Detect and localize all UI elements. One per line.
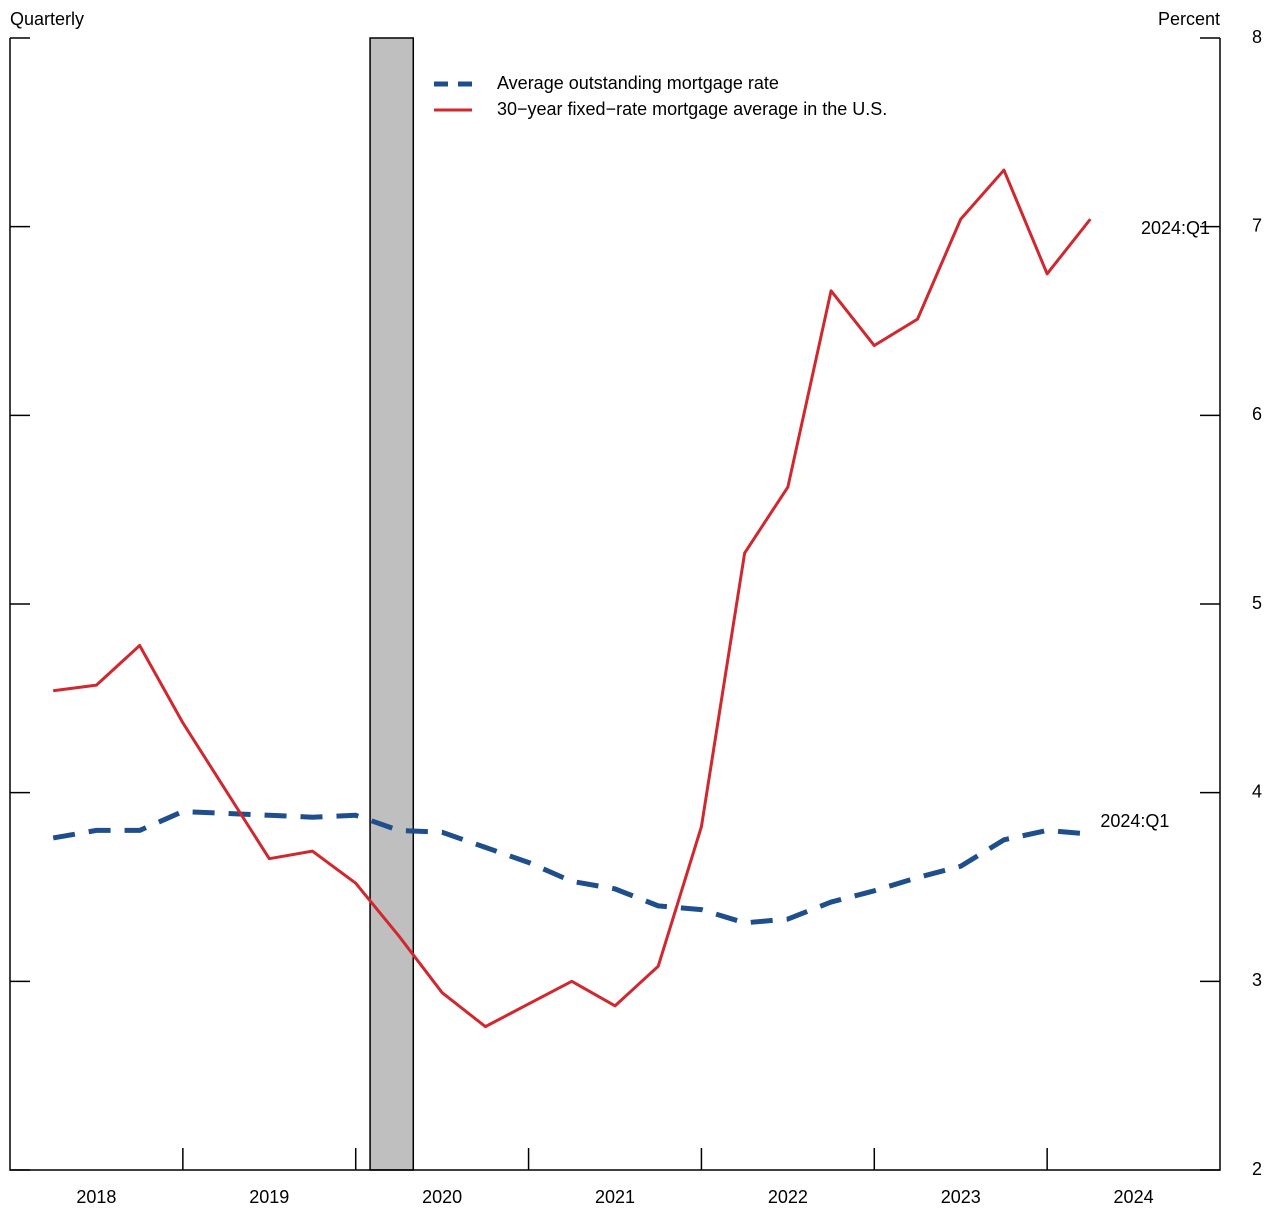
- y-tick-label: 5: [1252, 593, 1262, 613]
- x-tick-label: 2021: [595, 1187, 635, 1207]
- x-tick-label: 2023: [941, 1187, 981, 1207]
- y-tick-label: 4: [1252, 781, 1262, 801]
- end-label: 2024:Q1: [1141, 218, 1210, 238]
- legend-label: 30−year fixed−rate mortgage average in t…: [497, 99, 887, 119]
- series-line: [53, 168, 1092, 1029]
- x-tick-label: 2024: [1114, 1187, 1154, 1207]
- y-tick-label: 6: [1252, 404, 1262, 424]
- y-tick-label: 7: [1252, 215, 1262, 235]
- x-tick-label: 2019: [249, 1187, 289, 1207]
- recession-band: [369, 37, 415, 1171]
- legend-label: Average outstanding mortgage rate: [497, 73, 779, 93]
- x-tick-label: 2022: [768, 1187, 808, 1207]
- unit-label: Percent: [1158, 9, 1220, 29]
- frequency-label: Quarterly: [10, 9, 84, 29]
- series-line: [52, 809, 1091, 926]
- axis-frame: [9, 38, 1221, 1171]
- end-label: 2024:Q1: [1100, 811, 1169, 831]
- y-tick-label: 8: [1252, 27, 1262, 47]
- x-tick-label: 2018: [76, 1187, 116, 1207]
- x-tick-label: 2020: [422, 1187, 462, 1207]
- y-tick-label: 2: [1252, 1159, 1262, 1179]
- y-tick-label: 3: [1252, 970, 1262, 990]
